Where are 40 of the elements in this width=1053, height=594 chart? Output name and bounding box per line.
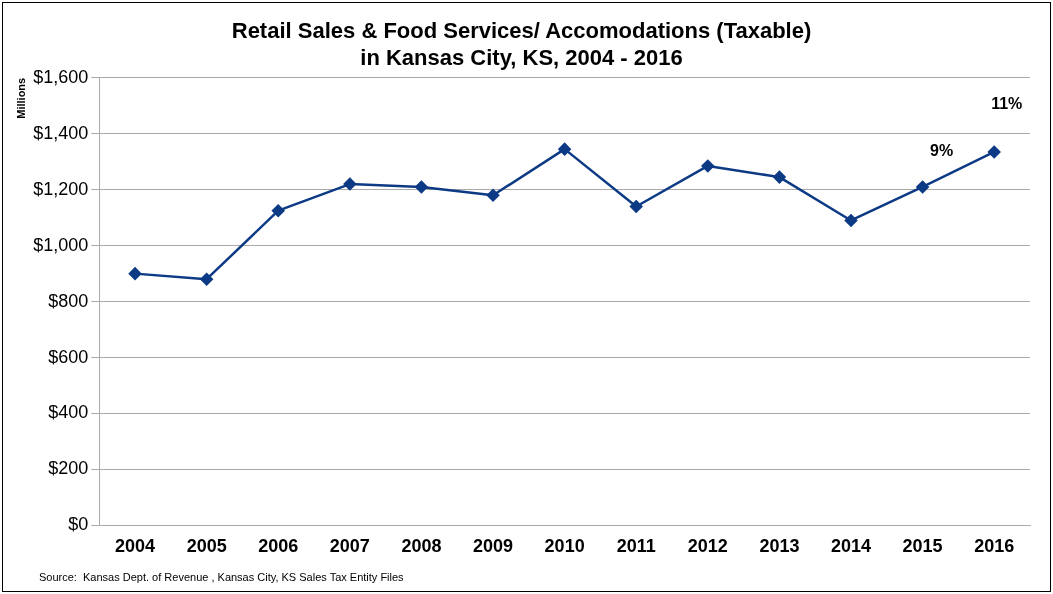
- x-tick-label: 2016: [974, 536, 1015, 557]
- x-tick-label: 2005: [186, 536, 227, 557]
- point: [629, 200, 643, 213]
- annotation: 11%: [991, 95, 1023, 113]
- y-tick-label: $800: [48, 290, 89, 311]
- x-tick-label: 2014: [830, 536, 872, 557]
- y-tick-label: $600: [48, 346, 89, 367]
- point: [701, 159, 715, 173]
- y-tick-label: $200: [48, 458, 89, 479]
- y-axis-title: Millions: [14, 77, 27, 119]
- x-tick-label: 2013: [759, 536, 800, 557]
- x-tick-label: 2006: [258, 536, 299, 557]
- x-tick-label: 2004: [115, 536, 156, 557]
- point: [916, 180, 929, 194]
- x-tick-label: 2011: [616, 536, 656, 557]
- point: [128, 267, 142, 280]
- y-tick-label: $1,600: [33, 66, 89, 87]
- y-tick-label: $1,000: [33, 234, 89, 255]
- point: [200, 272, 213, 286]
- x-tick-label: 2012: [687, 536, 728, 557]
- y-tick-label: $400: [48, 402, 89, 423]
- point: [415, 180, 428, 194]
- annotation: 9%: [930, 142, 954, 160]
- x-tick-label: 2007: [329, 536, 370, 557]
- y-tick-label: $0: [68, 514, 89, 535]
- point: [773, 170, 786, 184]
- x-tick-label: 2010: [544, 536, 585, 557]
- x-tick-label: 2009: [473, 536, 514, 557]
- chart-title: Retail Sales & Food Services/ Accomodations (Taxable) in Kansas City, KS, 2004 - 2016: [231, 18, 812, 70]
- point: [844, 214, 858, 227]
- x-tick-label: 2015: [902, 536, 943, 557]
- x-tick-label: 2008: [401, 536, 442, 557]
- point: [987, 145, 1001, 159]
- y-tick-label: $1,200: [33, 178, 89, 199]
- y-tick-label: $1,400: [33, 122, 89, 143]
- point: [486, 189, 500, 202]
- point: [558, 142, 571, 156]
- source-note: Source: Kansas Dept. of Revenue , Kansas City, KS Sales Tax Entity Files: [39, 570, 405, 583]
- point: [271, 204, 285, 217]
- point: [343, 177, 357, 191]
